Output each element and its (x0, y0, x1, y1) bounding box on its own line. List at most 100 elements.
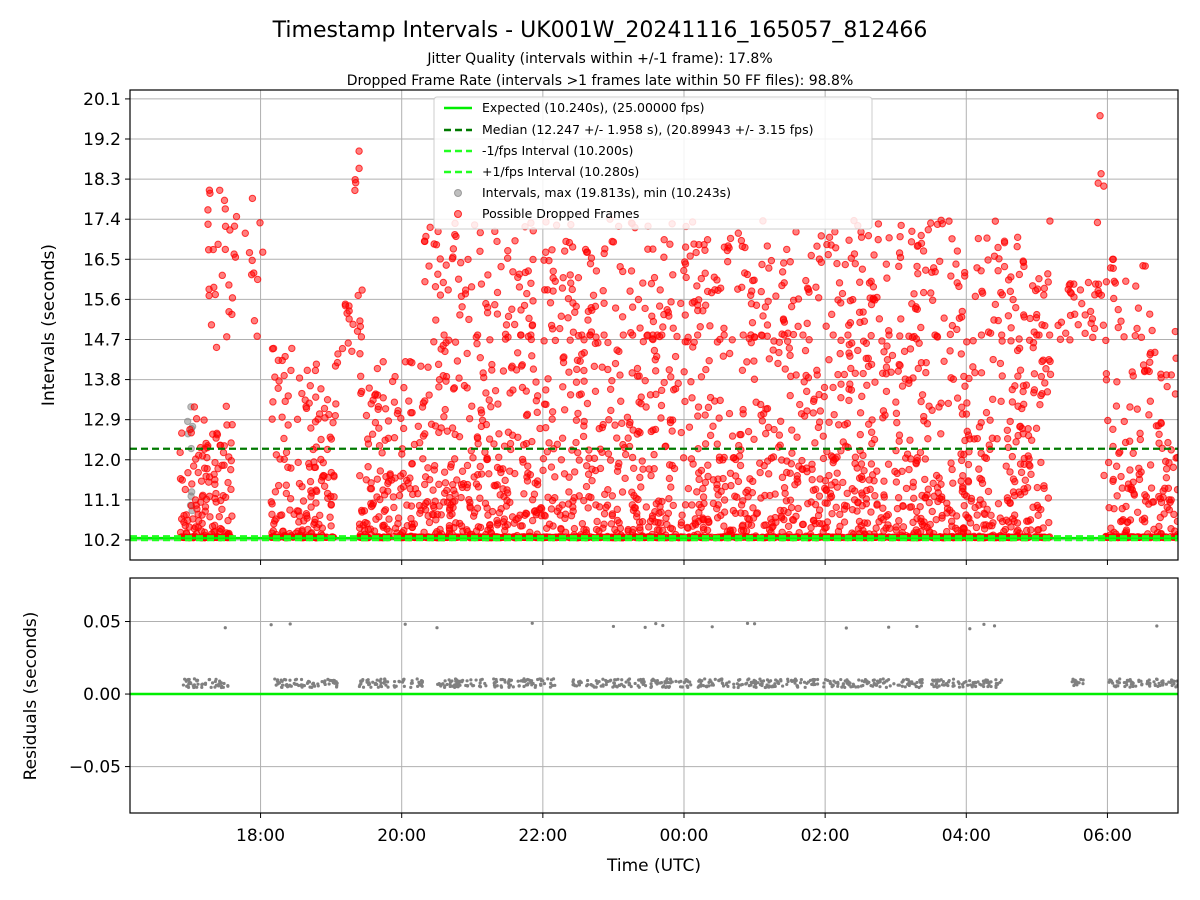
dropped-frame-point (515, 283, 524, 291)
time-x-tick-label: 04:00 (942, 826, 991, 846)
residual-point (753, 682, 758, 686)
intervals-y-tick-label: 14.7 (83, 330, 121, 350)
residual-point (335, 684, 339, 688)
dropped-frame-point (450, 384, 459, 392)
dropped-frame-point (465, 315, 473, 324)
residual-point (553, 683, 557, 687)
dropped-frame-point (633, 430, 641, 438)
residual-point (720, 681, 724, 685)
dropped-frame-point (726, 469, 735, 477)
dropped-frame-point (975, 465, 983, 473)
dropped-frame-point (1066, 336, 1074, 344)
residual-point (999, 678, 1004, 682)
dropped-frame-point (444, 286, 452, 294)
dropped-frame-point (222, 402, 230, 411)
dropped-frame-point (896, 232, 904, 241)
dropped-frame-point (785, 344, 794, 352)
dropped-frame-point (216, 524, 225, 533)
dropped-frame-point (509, 268, 517, 276)
dropped-frame-point (1093, 218, 1102, 227)
residual-point (701, 684, 705, 688)
dropped-frame-point (567, 279, 575, 287)
residual-point (369, 685, 373, 689)
dropped-frame-point (504, 312, 513, 321)
dropped-frame-point (827, 481, 836, 489)
residual-point (1081, 681, 1085, 686)
dropped-frame-point (875, 315, 884, 323)
dropped-frame-point (892, 523, 901, 531)
dropped-frame-point (1016, 490, 1025, 499)
dropped-frame-point (467, 283, 476, 291)
dropped-frame-point (935, 403, 943, 411)
dropped-frame-point (204, 220, 212, 228)
dropped-frame-point (518, 522, 526, 530)
dropped-frame-point (371, 390, 380, 398)
dropped-frame-point (451, 490, 459, 498)
residual-point (888, 684, 892, 688)
dropped-frame-point (1117, 472, 1125, 481)
dropped-frame-point (1157, 498, 1166, 507)
residual-outlier-point (887, 625, 891, 629)
residual-point (721, 684, 726, 688)
dropped-frame-point (1030, 370, 1039, 378)
dropped-frame-point (781, 365, 789, 373)
dropped-frame-point (803, 319, 811, 328)
dropped-frame-point (566, 271, 574, 279)
residual-point (386, 680, 390, 684)
dropped-frame-point (840, 518, 849, 526)
dropped-frame-point (655, 302, 664, 310)
dropped-frame-point (495, 508, 504, 517)
residual-point (761, 679, 766, 683)
dropped-frame-point (625, 421, 634, 429)
dropped-frame-point (364, 463, 372, 471)
dropped-frame-point (984, 256, 992, 264)
residual-point (732, 682, 736, 686)
dropped-frame-point (809, 397, 818, 406)
dropped-frame-point (442, 261, 450, 269)
dropped-frame-point (1015, 335, 1023, 343)
dropped-frame-point (924, 435, 932, 443)
time-x-ticks: 18:00 20:00 22:00 00:00 02:00 04:00 06:00 (236, 813, 1132, 846)
dropped-frame-point (592, 333, 600, 341)
dropped-frame-point (627, 328, 635, 337)
dropped-frame-point (245, 248, 254, 257)
dropped-frame-point (893, 418, 901, 427)
residual-point (937, 684, 941, 688)
dropped-frame-point (783, 337, 792, 345)
dropped-frame-point (798, 456, 806, 465)
dropped-frame-point (809, 409, 817, 417)
dropped-frame-point (511, 469, 519, 478)
dropped-frame-point (1037, 458, 1045, 467)
residual-point (885, 679, 889, 683)
dropped-frame-point (829, 331, 837, 339)
dropped-frame-point (356, 372, 365, 380)
residual-point (450, 679, 454, 683)
dropped-frame-point (880, 491, 888, 499)
dropped-frame-point (997, 397, 1005, 406)
dropped-frame-point (559, 358, 568, 367)
dropped-frame-point (221, 245, 230, 254)
dropped-frame-point (720, 522, 728, 530)
dropped-frame-point (178, 429, 186, 437)
legend-box (433, 96, 873, 230)
dropped-frame-point (957, 456, 966, 465)
dropped-frame-point (703, 236, 712, 244)
residual-point (686, 680, 691, 684)
residual-point (418, 683, 423, 687)
dropped-frame-point (502, 321, 511, 329)
dropped-frame-point (834, 370, 842, 379)
dropped-frame-point (977, 418, 985, 427)
dropped-frame-point (557, 456, 566, 464)
residual-point (935, 680, 939, 685)
dropped-frame-point (1172, 354, 1178, 362)
dropped-frame-point (458, 303, 466, 311)
dropped-frame-point (598, 423, 607, 432)
dropped-frame-point (457, 481, 466, 489)
dropped-frame-point (947, 459, 955, 467)
dropped-frame-point (971, 292, 980, 301)
residual-point (914, 685, 918, 689)
dropped-frame-point (1008, 452, 1017, 461)
dropped-frame-point (557, 525, 565, 534)
dropped-frame-point (473, 340, 481, 348)
dropped-frame-point (667, 298, 675, 306)
